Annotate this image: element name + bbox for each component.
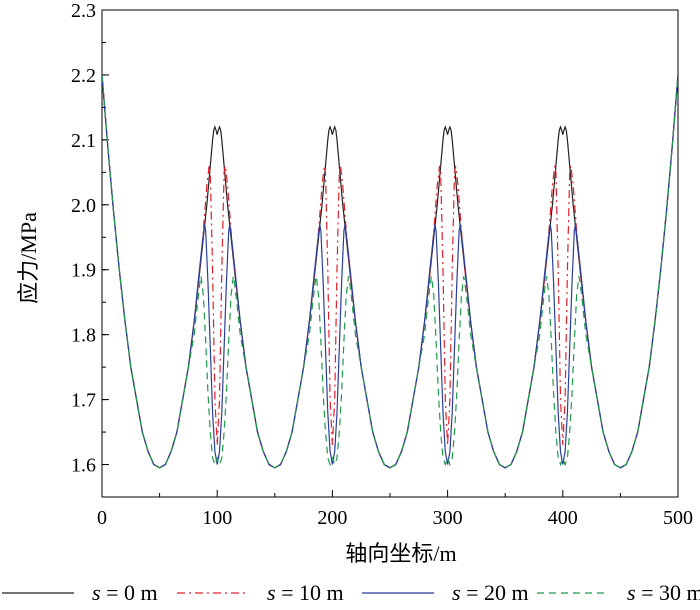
legend-value: = 30 m bbox=[636, 580, 700, 605]
series-line-3 bbox=[102, 74, 678, 469]
y-tick-label: 2.3 bbox=[71, 0, 96, 22]
y-axis: 1.6 1.7 1.8 1.9 2.0 2.1 2.2 2.3 bbox=[71, 0, 109, 498]
series-layer bbox=[102, 74, 678, 469]
legend-var: s bbox=[267, 580, 276, 605]
y-tick-label: 2.1 bbox=[71, 130, 96, 152]
series-line-2 bbox=[102, 74, 678, 469]
legend-var: s bbox=[92, 580, 101, 605]
legend-label-3: s = 30 m bbox=[627, 580, 700, 605]
legend-label-1: s = 10 m bbox=[267, 580, 344, 605]
plot-border bbox=[101, 9, 679, 498]
legend-value: = 0 m bbox=[101, 580, 158, 605]
x-axis-label: 轴向坐标/m bbox=[345, 541, 456, 566]
legend-var: s bbox=[627, 580, 636, 605]
x-tick-label: 400 bbox=[548, 507, 578, 529]
plot-frame bbox=[101, 9, 679, 498]
legend-label-2: s = 20 m bbox=[452, 580, 529, 605]
x-tick-label: 100 bbox=[202, 507, 232, 529]
legend-var: s bbox=[452, 580, 461, 605]
y-tick-label: 2.0 bbox=[71, 195, 96, 217]
y-tick-label: 1.7 bbox=[71, 390, 96, 412]
legend-label-0: s = 0 m bbox=[92, 580, 158, 605]
x-tick-label: 200 bbox=[317, 507, 347, 529]
legend-value: = 10 m bbox=[276, 580, 344, 605]
y-tick-label: 1.6 bbox=[71, 455, 96, 477]
x-tick-label: 500 bbox=[663, 507, 693, 529]
x-axis: 0 100 200 300 400 500 bbox=[97, 490, 693, 529]
x-tick-label: 300 bbox=[433, 507, 463, 529]
y-tick-label: 2.2 bbox=[71, 65, 96, 87]
x-tick-label: 0 bbox=[97, 507, 107, 529]
series-line-1 bbox=[102, 74, 678, 469]
y-tick-label: 1.8 bbox=[71, 325, 96, 347]
y-tick-label: 1.9 bbox=[71, 260, 96, 282]
series-line-0 bbox=[102, 74, 678, 469]
y-axis-label: 应力/MPa bbox=[16, 212, 41, 304]
legend-value: = 20 m bbox=[461, 580, 529, 605]
